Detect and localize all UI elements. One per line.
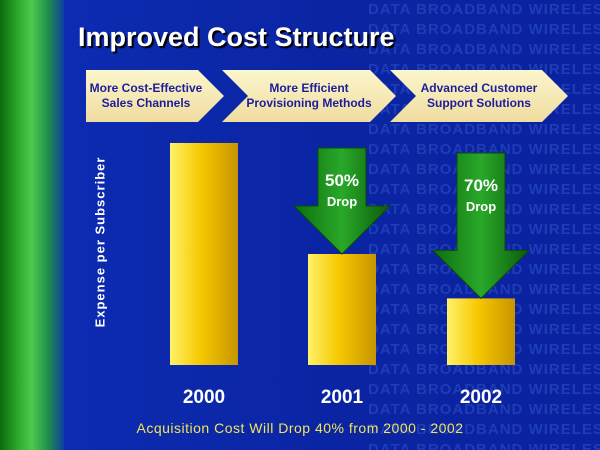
- x-tick-label-2001: 2001: [321, 387, 364, 408]
- watermark-line: DATA BROADBAND WIRELESS DATA BROADBAND W…: [368, 141, 600, 158]
- watermark-line: DATA BROADBAND WIRELESS DATA BROADBAND W…: [368, 421, 600, 438]
- watermark-line: DATA BROADBAND WIRELESS DATA BROADBAND W…: [368, 21, 600, 38]
- drop-arrow-2001: [292, 147, 392, 255]
- watermark-line: DATA BROADBAND WIRELESS DATA BROADBAND W…: [368, 1, 600, 18]
- x-tick-label-2000: 2000: [183, 387, 225, 408]
- watermark-line: DATA BROADBAND WIRELESS DATA BROADBAND W…: [368, 41, 600, 58]
- chart-footer-note: Acquisition Cost Will Drop 40% from 2000…: [136, 420, 464, 436]
- process-step-sales-channels: More Cost-Effective Sales Channels: [86, 70, 224, 122]
- drop-text-label-2002: Drop: [466, 199, 496, 214]
- watermark-line: DATA BROADBAND WIRELESS DATA BROADBAND W…: [368, 441, 600, 450]
- drop-text-label-2001: Drop: [327, 194, 357, 209]
- bar-2002: [447, 298, 515, 365]
- watermark-line: DATA BROADBAND WIRELESS DATA BROADBAND W…: [368, 381, 600, 398]
- bar-2000: [170, 143, 238, 365]
- process-step-provisioning: More Efficient Provisioning Methods: [222, 70, 396, 122]
- drop-percent-label-2002: 70%: [464, 176, 498, 195]
- process-step-support: Advanced Customer Support Solutions: [390, 70, 568, 122]
- bar-2001: [308, 254, 376, 365]
- green-side-band: [0, 0, 64, 450]
- watermark-line: DATA BROADBAND WIRELESS DATA BROADBAND W…: [368, 121, 600, 138]
- process-step-label: More Efficient Provisioning Methods: [246, 81, 372, 110]
- process-step-label: More Cost-Effective Sales Channels: [89, 81, 203, 110]
- drop-arrow-2002: [431, 152, 531, 300]
- slide-title: Improved Cost Structure: [78, 22, 395, 52]
- drop-percent-label-2001: 50%: [325, 171, 359, 190]
- process-step-label: Advanced Customer Support Solutions: [420, 81, 538, 110]
- x-tick-label-2002: 2002: [460, 387, 502, 408]
- watermark-line: DATA BROADBAND WIRELESS DATA BROADBAND W…: [368, 401, 600, 418]
- watermark-line: DATA BROADBAND WIRELESS DATA BROADBAND W…: [368, 361, 600, 378]
